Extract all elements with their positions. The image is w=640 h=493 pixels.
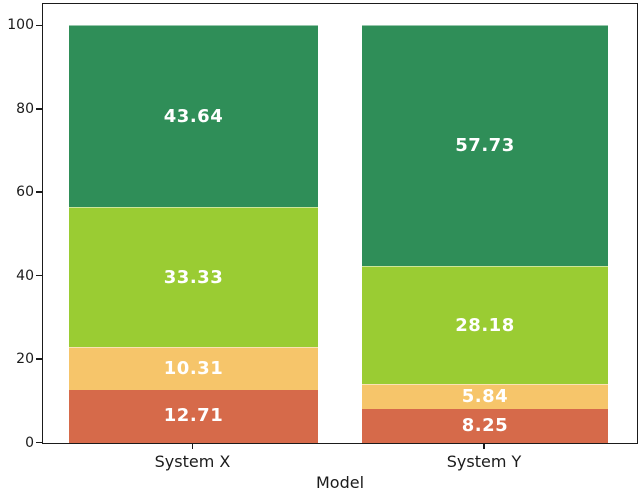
segment-value-label: 10.31 — [163, 357, 224, 379]
y-tick-label-20: 20 — [16, 351, 34, 368]
y-tick-mark — [36, 441, 42, 444]
y-tick-mark — [36, 274, 42, 277]
segment-value-label: 12.71 — [163, 405, 224, 427]
plot-area: 12.71 10.31 33.33 43.64 8.25 5.84 28.18 57.73 — [42, 3, 638, 444]
x-axis-title: Model — [315, 473, 365, 492]
stacked-bar-system-x: 12.71 10.31 33.33 43.64 — [69, 4, 318, 443]
bar-segment-system-x-third-segment-yellow-green: 33.33 — [69, 207, 318, 347]
segment-value-label: 8.25 — [461, 414, 509, 436]
segment-value-label: 57.73 — [455, 135, 515, 157]
y-tick-label-100: 100 — [7, 17, 34, 34]
y-tick-label-60: 60 — [16, 184, 34, 201]
x-tick-mark — [483, 444, 485, 449]
x-tick-label-system-x: System X — [154, 452, 231, 471]
bar-segment-system-y-top-segment-green: 57.73 — [362, 24, 608, 267]
y-tick-label-80: 80 — [16, 100, 34, 117]
segment-value-label: 43.64 — [163, 105, 224, 127]
x-tick-label-system-y: System Y — [446, 452, 522, 471]
segment-value-label: 28.18 — [455, 314, 515, 336]
y-tick-mark — [36, 24, 42, 27]
y-tick-mark — [36, 108, 42, 110]
x-tick-mark — [191, 444, 194, 449]
y-tick-label-40: 40 — [16, 267, 34, 284]
stacked-bar-system-y: 8.25 5.84 28.18 57.73 — [362, 4, 608, 443]
bar-segment-system-y-second-segment-amber: 5.84 — [362, 384, 608, 409]
y-tick-mark — [36, 191, 42, 193]
y-tick-mark — [36, 358, 42, 360]
y-tick-label-0: 0 — [25, 434, 34, 451]
segment-value-label: 5.84 — [461, 385, 509, 407]
bar-segment-system-y-third-segment-yellow-green: 28.18 — [362, 266, 608, 385]
bar-segment-system-y-bottom-segment-red-orange: 8.25 — [362, 408, 608, 443]
segment-value-label: 33.33 — [163, 266, 224, 288]
bar-segment-system-x-bottom-segment-red-orange: 12.71 — [69, 389, 318, 443]
bar-segment-system-x-top-segment-green: 43.64 — [69, 24, 318, 208]
bar-segment-system-x-second-segment-amber: 10.31 — [69, 346, 318, 390]
